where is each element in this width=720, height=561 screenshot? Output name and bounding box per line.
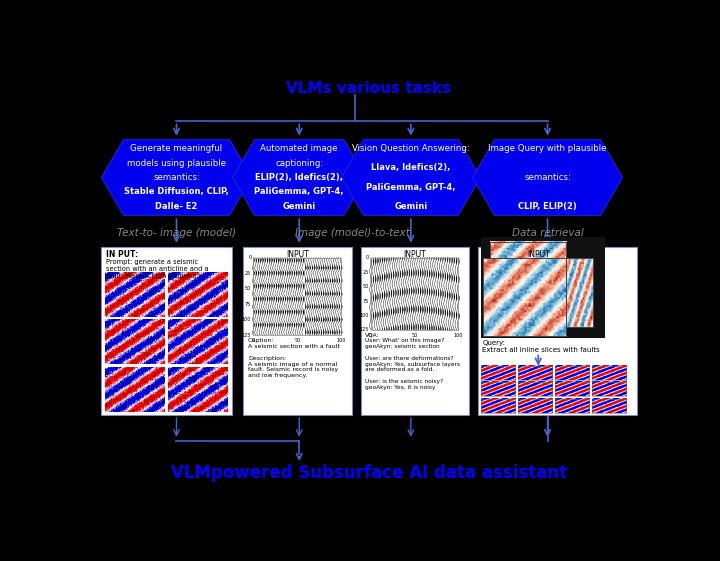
Bar [592, 366, 626, 380]
Text: Vision Question Answering:: Vision Question Answering: [352, 144, 469, 153]
Text: INPUT: INPUT [527, 250, 549, 259]
Bar [361, 247, 469, 415]
Text: 50: 50 [294, 338, 300, 343]
Text: Automated image: Automated image [261, 144, 338, 153]
Text: PaliGemma, GPT-4,: PaliGemma, GPT-4, [254, 187, 344, 196]
Bar [253, 257, 342, 335]
Bar [518, 366, 552, 380]
Text: 50: 50 [411, 333, 418, 338]
Text: 25: 25 [245, 270, 251, 275]
Text: Generate meaningful: Generate meaningful [130, 144, 222, 153]
Text: 100: 100 [336, 338, 346, 343]
Text: 125: 125 [242, 333, 251, 338]
Text: VLMpowered Subsurface AI data assistant: VLMpowered Subsurface AI data assistant [171, 463, 567, 481]
Bar [481, 366, 515, 380]
Bar [481, 398, 515, 413]
Bar [592, 382, 626, 397]
Text: 25: 25 [362, 269, 369, 274]
Polygon shape [233, 140, 366, 215]
Text: PaliGemma, GPT-4,: PaliGemma, GPT-4, [366, 182, 456, 191]
Bar [554, 382, 589, 397]
Text: Query:
Extract all inline slices with faults: Query: Extract all inline slices with fa… [482, 340, 600, 353]
Polygon shape [472, 140, 623, 215]
Text: VLMs various tasks: VLMs various tasks [287, 81, 451, 96]
Text: Dalle- E2: Dalle- E2 [156, 202, 198, 211]
Text: models using plausible: models using plausible [127, 159, 226, 168]
Text: 50: 50 [362, 284, 369, 289]
Text: 100: 100 [242, 317, 251, 322]
Text: 50: 50 [245, 286, 251, 291]
Text: Gemini: Gemini [283, 202, 316, 211]
Text: INPUT: INPUT [287, 250, 309, 259]
Text: ELIP(2), Idefics(2),: ELIP(2), Idefics(2), [256, 173, 343, 182]
Text: Llava, Idefics(2),: Llava, Idefics(2), [372, 163, 451, 172]
Text: 125: 125 [359, 328, 369, 333]
Text: Image Query with plausible: Image Query with plausible [488, 144, 607, 153]
Bar [253, 257, 341, 335]
Text: semantics:: semantics: [524, 173, 571, 182]
Bar [554, 398, 589, 413]
Text: semantics:: semantics: [153, 173, 200, 182]
Bar [243, 247, 352, 415]
Bar [554, 366, 589, 380]
Bar [518, 382, 552, 397]
Text: 0: 0 [248, 255, 251, 260]
Text: Data retrieval: Data retrieval [512, 228, 583, 238]
Text: Image (model)-to-text: Image (model)-to-text [294, 228, 410, 238]
Text: captioning:: captioning: [275, 159, 323, 168]
Text: 0: 0 [365, 255, 369, 260]
Text: VQA:
User: What' on this image?
geoAkyn: seismic section

User: are there deform: VQA: User: What' on this image? geoAkyn:… [365, 333, 460, 390]
Bar [566, 259, 593, 327]
Text: 75: 75 [362, 298, 369, 304]
Bar [566, 259, 593, 327]
Text: 0: 0 [252, 338, 255, 343]
Bar [369, 257, 459, 330]
Bar [478, 247, 636, 415]
Bar [371, 257, 458, 330]
Text: Caption:
A seismic section with a fault

Description:
A seismic image of a norma: Caption: A seismic section with a fault … [248, 338, 340, 378]
Text: Gemini: Gemini [395, 202, 428, 211]
Text: CLIP, ELIP(2): CLIP, ELIP(2) [518, 202, 577, 211]
Bar [490, 242, 566, 259]
Text: 100: 100 [454, 333, 463, 338]
Text: Stable Diffusion, CLIP,: Stable Diffusion, CLIP, [124, 187, 229, 196]
Text: 75: 75 [245, 301, 251, 306]
Text: 0: 0 [369, 333, 372, 338]
Polygon shape [102, 140, 251, 215]
Bar [592, 398, 626, 413]
Text: 100: 100 [359, 313, 369, 318]
Text: Text-to- image (model): Text-to- image (model) [117, 228, 236, 238]
Polygon shape [341, 140, 480, 215]
Bar [483, 259, 566, 336]
Text: Prompt: generate a seismic
section with an anticline and a
fault. Make it high f: Prompt: generate a seismic section with … [106, 259, 208, 279]
Bar [481, 382, 515, 397]
Bar [101, 247, 233, 415]
Bar [483, 259, 566, 336]
Bar [518, 398, 552, 413]
Bar [481, 237, 605, 338]
Text: IN PUT:: IN PUT: [106, 250, 138, 259]
Text: INPUT: INPUT [404, 250, 426, 259]
Bar [490, 242, 566, 259]
